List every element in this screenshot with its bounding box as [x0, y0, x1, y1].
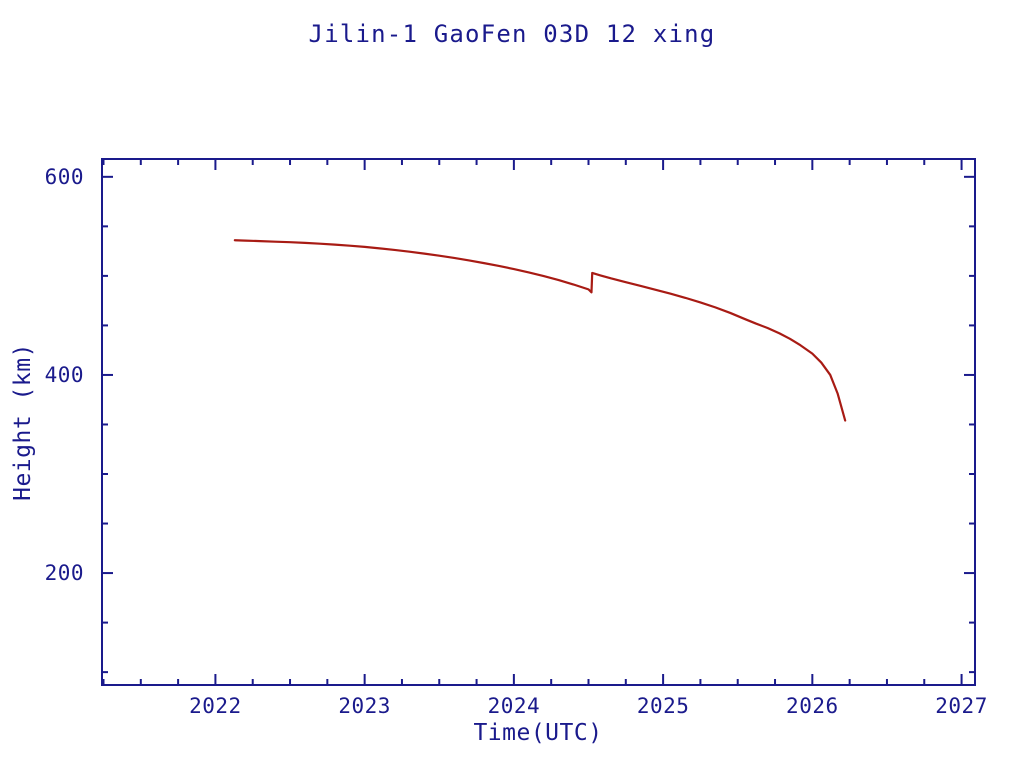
x-tick-label: 2025 — [637, 694, 690, 718]
x-tick-label: 2023 — [338, 694, 391, 718]
x-tick-label: 2027 — [935, 694, 988, 718]
x-tick-label: 2024 — [488, 694, 541, 718]
y-tick-label: 400 — [45, 363, 84, 387]
x-tick-label: 2026 — [786, 694, 839, 718]
x-axis-tick-labels: 2022 2023 2024 2025 2026 2027 — [189, 694, 988, 718]
x-tick-label: 2022 — [189, 694, 242, 718]
x-axis-title: Time(UTC) — [473, 720, 602, 746]
y-tick-label: 600 — [45, 165, 84, 189]
y-tick-label: 200 — [45, 561, 84, 585]
chart-title: Jilin-1 GaoFen 03D 12 xing — [309, 20, 716, 48]
x-axis-ticks — [102, 159, 963, 685]
y-axis-ticks — [102, 175, 975, 674]
y-axis-title: Height (km) — [10, 343, 36, 501]
plot-frame — [101, 158, 976, 686]
height-decay-curve — [233, 239, 847, 422]
y-axis-tick-labels: 200 400 600 — [45, 165, 84, 585]
